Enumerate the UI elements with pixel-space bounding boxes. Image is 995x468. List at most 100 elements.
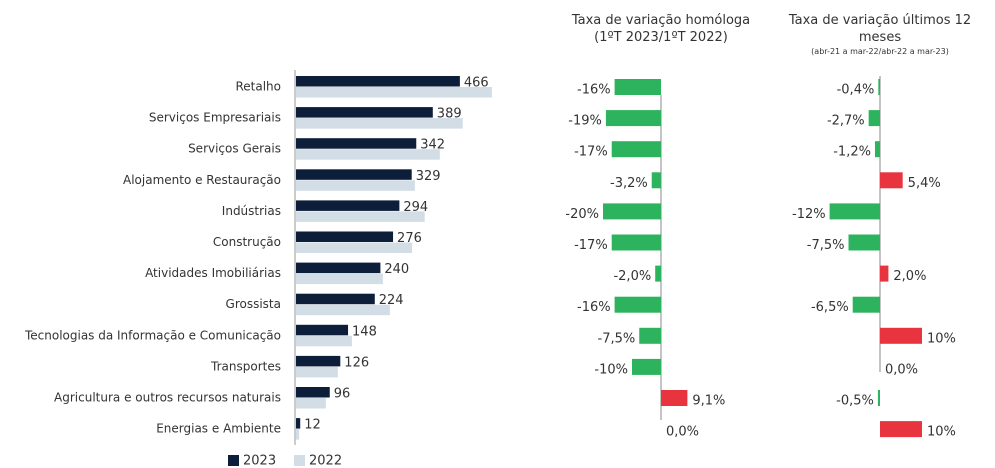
value-label: -12% (792, 207, 826, 222)
category-label: Alojamento e Restauração (123, 173, 281, 187)
bar (296, 138, 417, 149)
value-label: 240 (384, 262, 409, 277)
legend-label: 2023 (243, 454, 276, 468)
value-label: -2,7% (827, 114, 865, 129)
bar (848, 234, 880, 251)
bar (880, 421, 922, 438)
bar (614, 79, 661, 95)
bar (296, 149, 440, 160)
value-label: -7,5% (598, 331, 636, 346)
bar (296, 398, 326, 409)
bar (655, 265, 661, 282)
value-label: -1,2% (833, 145, 871, 160)
bar (868, 110, 880, 127)
value-label: -0,5% (836, 394, 874, 409)
bar (296, 429, 300, 440)
value-label: -10% (594, 362, 628, 377)
value-label: 294 (403, 200, 428, 215)
value-label: -20% (565, 207, 599, 222)
value-label: 10% (927, 331, 956, 346)
value-label: 0,0% (666, 425, 699, 440)
bar (296, 262, 381, 274)
bar (880, 172, 903, 189)
bar (651, 172, 661, 189)
bar (296, 200, 400, 211)
value-label: 10% (927, 425, 956, 440)
bar (632, 358, 661, 375)
bar (874, 141, 880, 158)
bar (296, 231, 394, 242)
bar (639, 327, 661, 344)
value-label: 329 (416, 169, 441, 184)
bar (661, 390, 688, 406)
category-label: Serviços Empresariais (149, 111, 281, 125)
bar (880, 327, 922, 344)
category-label: Grossista (226, 297, 281, 311)
value-label: -17% (574, 145, 608, 160)
bar (852, 296, 880, 313)
value-label: 148 (352, 324, 377, 339)
category-label: Transportes (210, 359, 281, 373)
value-label: 466 (464, 76, 489, 91)
bar (296, 118, 463, 129)
subtitle: (abr-21 a mar-22/abr-22 a mar-23) (811, 47, 949, 56)
bar (878, 79, 880, 95)
value-label: 9,1% (692, 394, 725, 409)
bar (611, 234, 661, 251)
value-label: 12 (304, 418, 321, 433)
value-label: -19% (568, 114, 602, 129)
bar (296, 355, 341, 367)
category-label: Tecnologias da Informação e Comunicação (24, 328, 281, 342)
panel-title: Taxa de variação homóloga (1ºT 2023/1ºT … (555, 12, 767, 46)
category-label: Atividades Imobiliárias (145, 266, 281, 280)
value-label: -16% (577, 83, 611, 98)
subtitle: (1ºT 2023/1ºT 2022) (594, 30, 728, 45)
value-label: 0,0% (885, 362, 918, 377)
bar (880, 265, 889, 282)
category-label: Construção (213, 235, 281, 249)
bar (605, 110, 661, 127)
bar (296, 169, 412, 180)
bar (296, 273, 383, 285)
bar (296, 335, 352, 347)
bar (603, 203, 661, 220)
value-label: 5,4% (908, 176, 941, 191)
bar (829, 203, 880, 220)
bar (296, 304, 390, 316)
value-label: -16% (577, 300, 611, 315)
category-label: Serviços Gerais (188, 142, 281, 156)
bar (296, 418, 301, 429)
bar (296, 293, 375, 305)
bar (611, 141, 661, 158)
value-label: 389 (437, 107, 462, 122)
category-label: Agricultura e outros recursos naturais (54, 391, 281, 405)
bar (296, 107, 433, 118)
value-label: -0,4% (837, 83, 875, 98)
legend-swatch (228, 455, 239, 466)
value-label: -7,5% (807, 238, 845, 253)
category-label: Indústrias (222, 204, 281, 218)
bar (296, 242, 413, 253)
bar (296, 211, 425, 222)
category-label: Energias e Ambiente (156, 422, 281, 436)
legend-label: 2022 (309, 454, 342, 468)
bar (296, 366, 338, 378)
bar (296, 87, 492, 98)
title: Taxa de variação homóloga (571, 13, 751, 28)
bar (877, 390, 880, 406)
legend-swatch (294, 455, 305, 466)
bar (614, 296, 661, 313)
bar (296, 387, 330, 398)
value-label: -2,0% (613, 269, 651, 284)
category-label: Retalho (235, 80, 281, 94)
value-label: -6,5% (811, 300, 849, 315)
panel-title: Taxa de variação últimos 12 meses (abr-2… (780, 12, 980, 58)
value-label: 276 (397, 231, 422, 246)
value-label: 126 (344, 355, 369, 370)
value-label: 224 (379, 293, 404, 308)
title: Taxa de variação últimos 12 meses (788, 13, 972, 45)
value-label: 2,0% (893, 269, 926, 284)
bar (296, 180, 415, 191)
